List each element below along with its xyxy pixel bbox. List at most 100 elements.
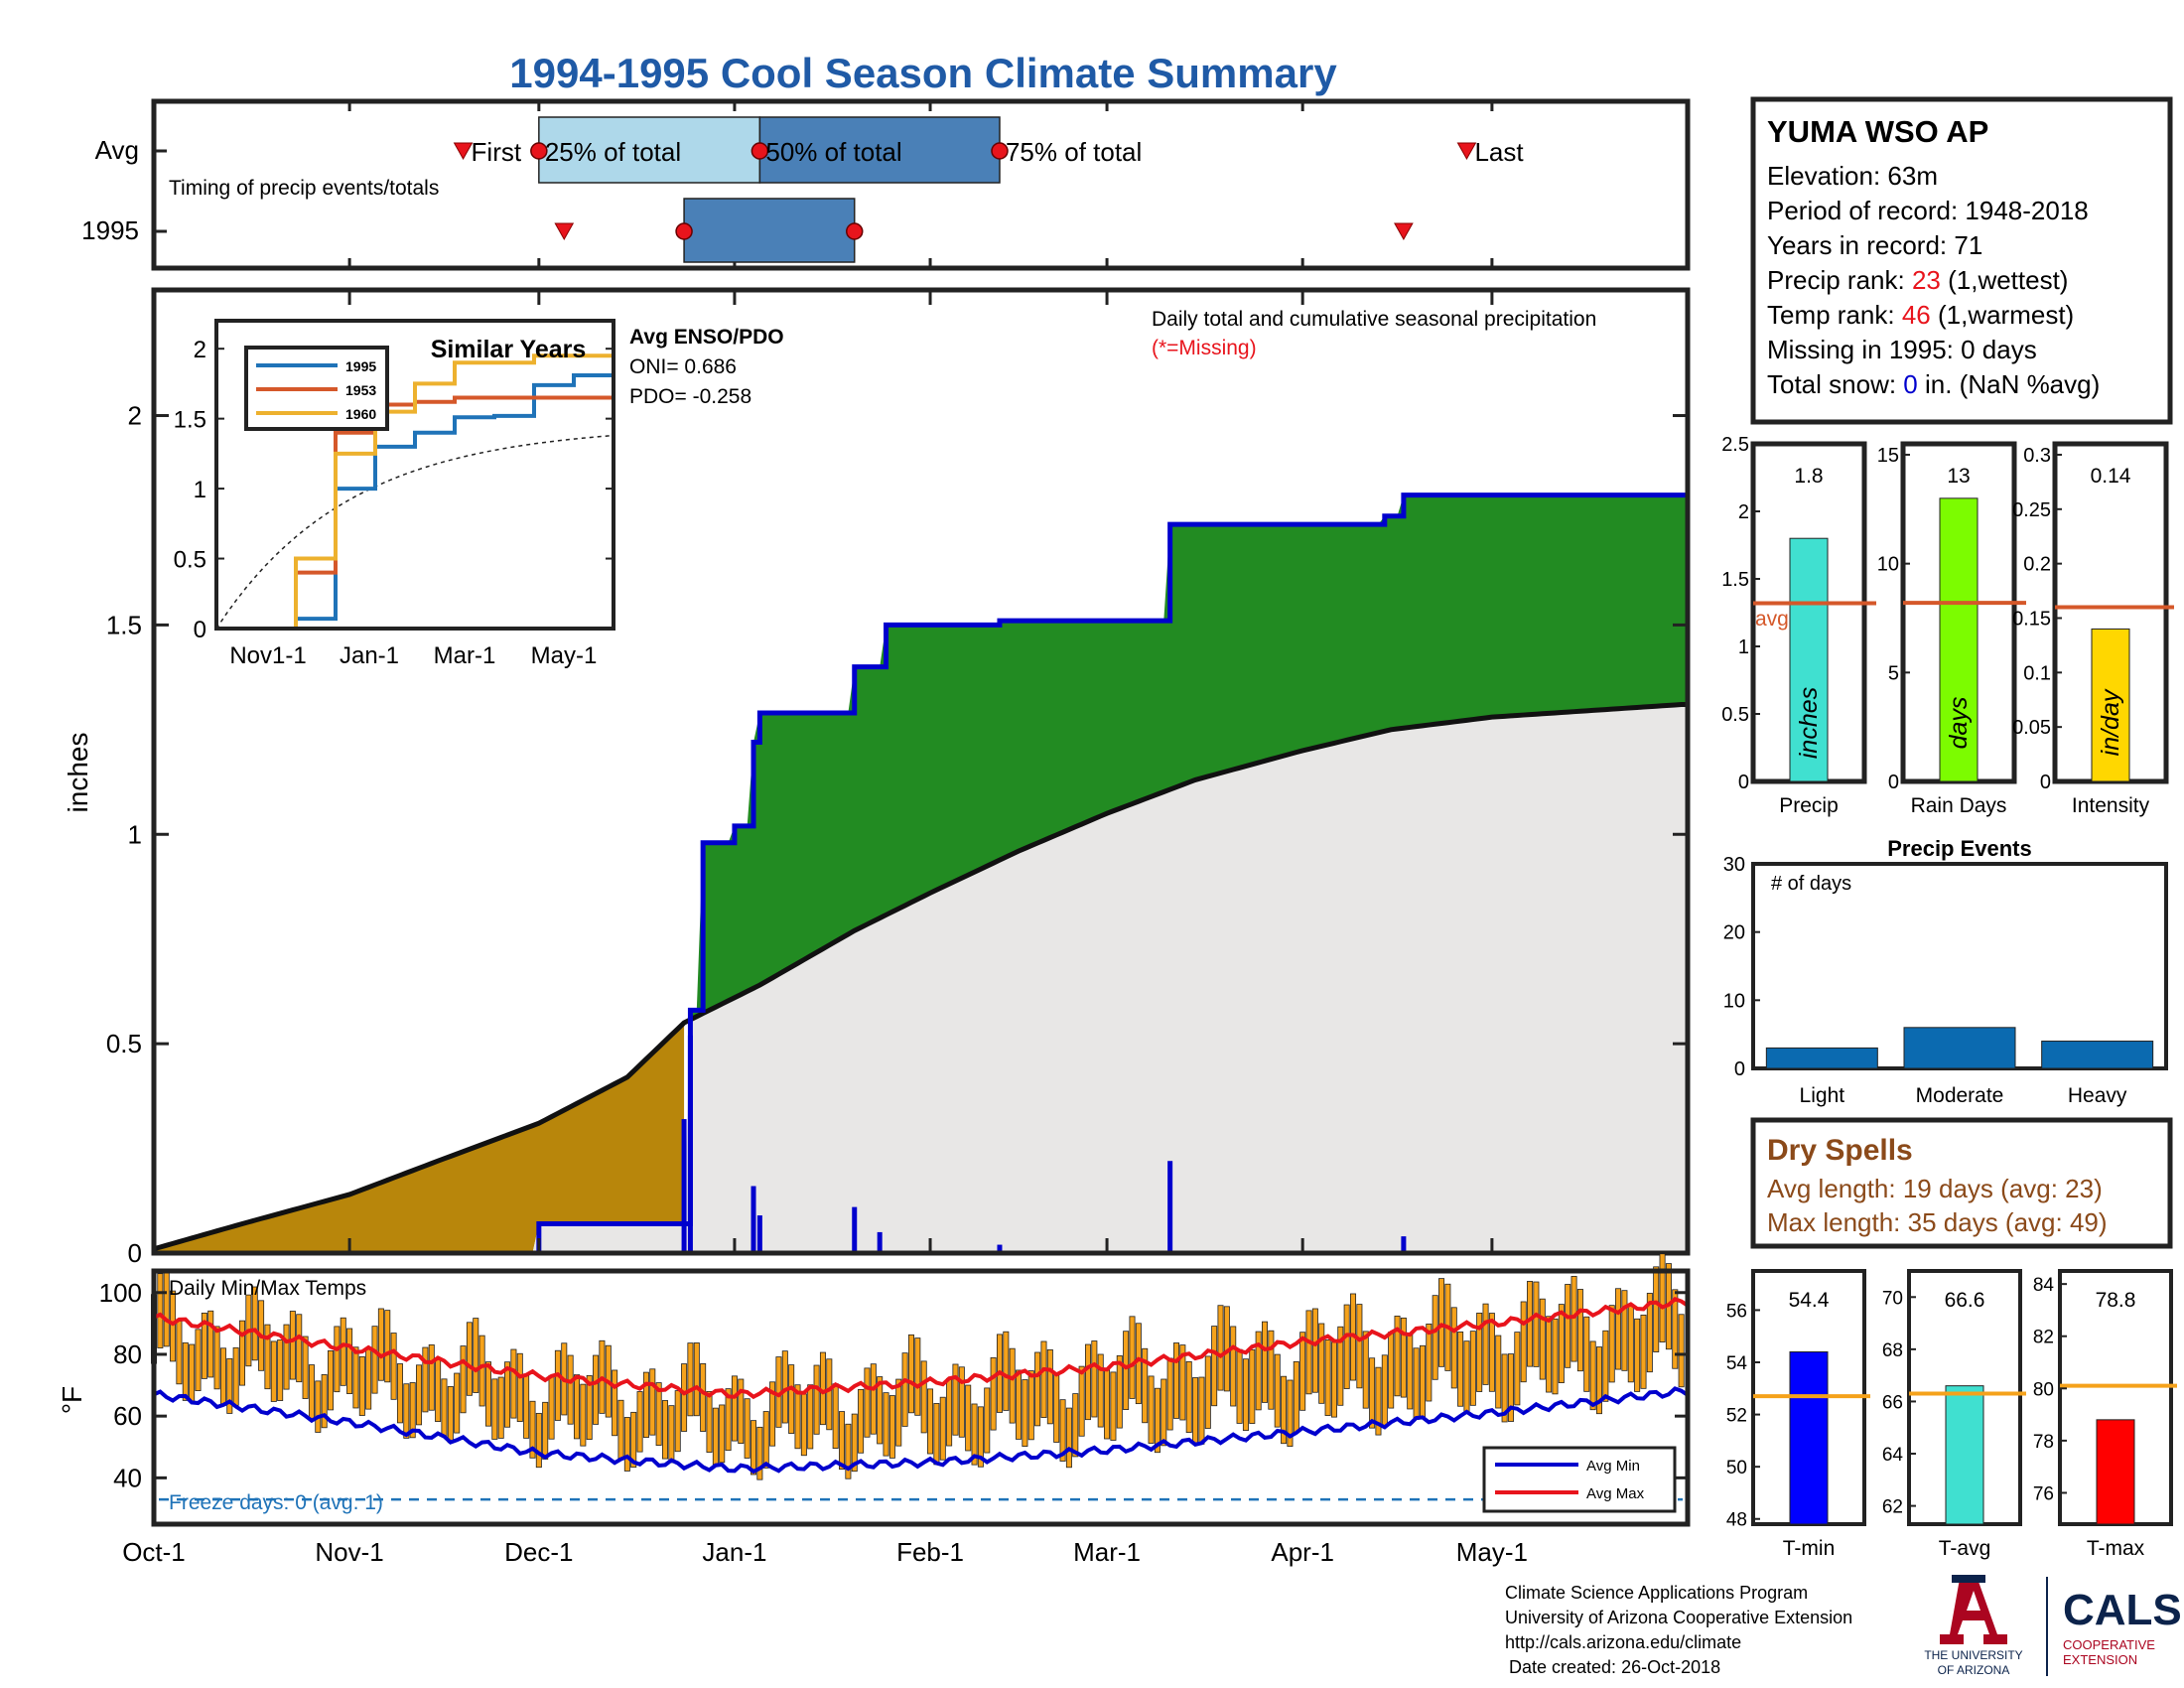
daily-temp-bar bbox=[1672, 1289, 1679, 1369]
timing-year-start-marker bbox=[675, 222, 693, 240]
cals-logo: CALS COOPERATIVE EXTENSION bbox=[2046, 1577, 2182, 1676]
timing-year-box bbox=[683, 198, 856, 263]
daily-temp-bar bbox=[1608, 1305, 1615, 1383]
daily-temp-bar bbox=[428, 1343, 435, 1411]
timing-avg-box-q1 bbox=[538, 116, 761, 184]
x-tick-label: May-1 bbox=[1456, 1537, 1528, 1567]
daily-temp-bar bbox=[251, 1286, 258, 1361]
summary-unit-label: inches bbox=[1795, 687, 1823, 759]
daily-temp-bar bbox=[270, 1340, 277, 1402]
daily-temp-bar bbox=[1217, 1305, 1224, 1391]
daily-temp-bar bbox=[630, 1411, 637, 1469]
daily-temp-bar bbox=[649, 1368, 656, 1436]
temps-legend-max: Avg Max bbox=[1586, 1485, 1645, 1502]
daily-temp-bar bbox=[933, 1403, 940, 1466]
events-category-label: Moderate bbox=[1916, 1084, 2004, 1107]
temp-summary-y-tick-label: 70 bbox=[1882, 1288, 1903, 1309]
main-precip-panel: 0 0.5 1 1.5 2 inches Daily total and cumulat… bbox=[63, 287, 1691, 1268]
summary-category-label: Precip bbox=[1779, 794, 1839, 817]
snow-suffix: in. (NaN %avg) bbox=[1918, 369, 2101, 399]
daily-temp-bar bbox=[1230, 1326, 1237, 1407]
daily-temp-bar bbox=[864, 1367, 871, 1438]
daily-temp-bar bbox=[1262, 1321, 1269, 1403]
temp-summary-bar bbox=[1945, 1385, 1984, 1525]
daily-temp-bar bbox=[390, 1333, 397, 1400]
timing-row-avg: Avg bbox=[95, 135, 139, 165]
timing-marker-label: 75% of total bbox=[1006, 137, 1142, 167]
small-y-tick-label: 0 bbox=[2040, 772, 2051, 793]
daily-temp-bar bbox=[176, 1320, 183, 1385]
daily-temp-bar bbox=[1078, 1365, 1085, 1437]
event-bar bbox=[1765, 1047, 1878, 1069]
daily-temp-bar bbox=[725, 1388, 732, 1452]
small-y-tick-label: 0.15 bbox=[2012, 608, 2051, 630]
main-y-tick-label: 0 bbox=[128, 1238, 142, 1268]
daily-precip-bar bbox=[687, 1035, 693, 1253]
daily-temp-bar bbox=[365, 1347, 372, 1410]
timing-year-first-marker bbox=[554, 222, 575, 241]
x-tick-label: Jan-1 bbox=[702, 1537, 766, 1567]
daily-temp-bar bbox=[334, 1326, 341, 1393]
daily-temp-bar bbox=[352, 1346, 359, 1409]
daily-temp-bar bbox=[473, 1318, 479, 1393]
daily-temp-bar bbox=[883, 1392, 889, 1457]
university-of-arizona-logo: THE UNIVERSITY OF ARIZONA bbox=[1924, 1575, 2023, 1677]
temp-summary-y-tick-label: 62 bbox=[1882, 1497, 1903, 1518]
daily-temp-bar bbox=[1091, 1340, 1098, 1418]
inset-x-tick-label: May-1 bbox=[531, 642, 598, 669]
daily-temp-bar bbox=[1476, 1312, 1483, 1392]
daily-temp-bar bbox=[813, 1364, 820, 1435]
daily-temp-bar bbox=[1482, 1303, 1489, 1385]
enso-oni: ONI= 0.686 bbox=[629, 355, 737, 378]
daily-temp-bar bbox=[612, 1369, 618, 1437]
small-y-tick-label: 0.5 bbox=[1721, 704, 1749, 726]
daily-temp-bar bbox=[807, 1384, 814, 1450]
daily-temp-bar bbox=[712, 1407, 719, 1466]
ua-logo-line-2: OF ARIZONA bbox=[1938, 1663, 2010, 1677]
daily-temp-bar bbox=[548, 1374, 555, 1440]
summary-bar bbox=[2091, 628, 2130, 782]
small-y-tick-label: 5 bbox=[1888, 662, 1899, 684]
daily-temp-bar bbox=[1501, 1353, 1508, 1423]
footer-line-4: Date created: 26-Oct-2018 bbox=[1509, 1657, 1720, 1677]
daily-temp-bar bbox=[952, 1363, 959, 1436]
cals-logo-text: CALS bbox=[2063, 1586, 2182, 1634]
inset-title: Similar Years bbox=[431, 336, 587, 363]
events-title: Precip Events bbox=[1887, 836, 2032, 861]
daily-temp-bar bbox=[1495, 1335, 1502, 1409]
small-y-tick-label: 15 bbox=[1877, 445, 1899, 467]
daily-temp-bar bbox=[1659, 1253, 1666, 1342]
daily-temp-bar bbox=[1185, 1360, 1192, 1433]
small-y-tick-label: 0.2 bbox=[2023, 554, 2051, 576]
precip-summary-bars: 0 0.5 1 1.5 2 2.5 1.8 inches Precip 0 5 10 15 13 days R… bbox=[1721, 434, 2174, 817]
daily-temp-bar bbox=[668, 1405, 675, 1464]
daily-temp-bar bbox=[1595, 1346, 1602, 1415]
similar-years-plot: 0 0.5 1 1.5 2 Nov1-1 Jan-1 Mar-1 May-1 bbox=[174, 337, 614, 669]
daily-temp-bar bbox=[232, 1346, 239, 1406]
avg-min-line bbox=[153, 1386, 1690, 1475]
daily-temp-bar bbox=[1053, 1373, 1060, 1443]
daily-temp-bar bbox=[516, 1352, 523, 1423]
daily-temp-bar bbox=[1129, 1316, 1136, 1399]
daily-temp-bar bbox=[636, 1391, 643, 1453]
daily-temp-bar bbox=[1634, 1318, 1641, 1392]
daily-temp-bar bbox=[580, 1383, 587, 1447]
daily-temp-bar bbox=[1507, 1353, 1514, 1422]
station-temp-rank: Temp rank: 46 (1,warmest) bbox=[1767, 300, 2074, 330]
events-ylabel: # of days bbox=[1771, 873, 1851, 895]
daily-temp-bar bbox=[535, 1412, 542, 1469]
daily-temp-bar bbox=[958, 1366, 965, 1438]
temps-label: Daily Min/Max Temps bbox=[169, 1277, 366, 1300]
temp-summary-y-tick-label: 66 bbox=[1882, 1392, 1903, 1413]
daily-temp-bar bbox=[157, 1273, 164, 1348]
precip-rank-suffix: (1,wettest) bbox=[1941, 265, 2069, 295]
dry-spells-box: Dry Spells Avg length: 19 days (avg: 23)… bbox=[1750, 1117, 2173, 1249]
daily-temp-bar bbox=[1558, 1304, 1565, 1383]
footer-line-3: http://cals.arizona.edu/climate bbox=[1505, 1632, 1741, 1652]
daily-temp-bar bbox=[384, 1310, 391, 1383]
main-precip-plot: 0 0.5 1 1.5 2 bbox=[106, 290, 1688, 1268]
temperature-plot: 40 60 80 100 bbox=[99, 1253, 1690, 1501]
x-tick-label: Feb-1 bbox=[896, 1537, 964, 1567]
inset-y-tick-label: 0 bbox=[194, 617, 206, 643]
daily-temp-bar bbox=[1450, 1307, 1457, 1389]
